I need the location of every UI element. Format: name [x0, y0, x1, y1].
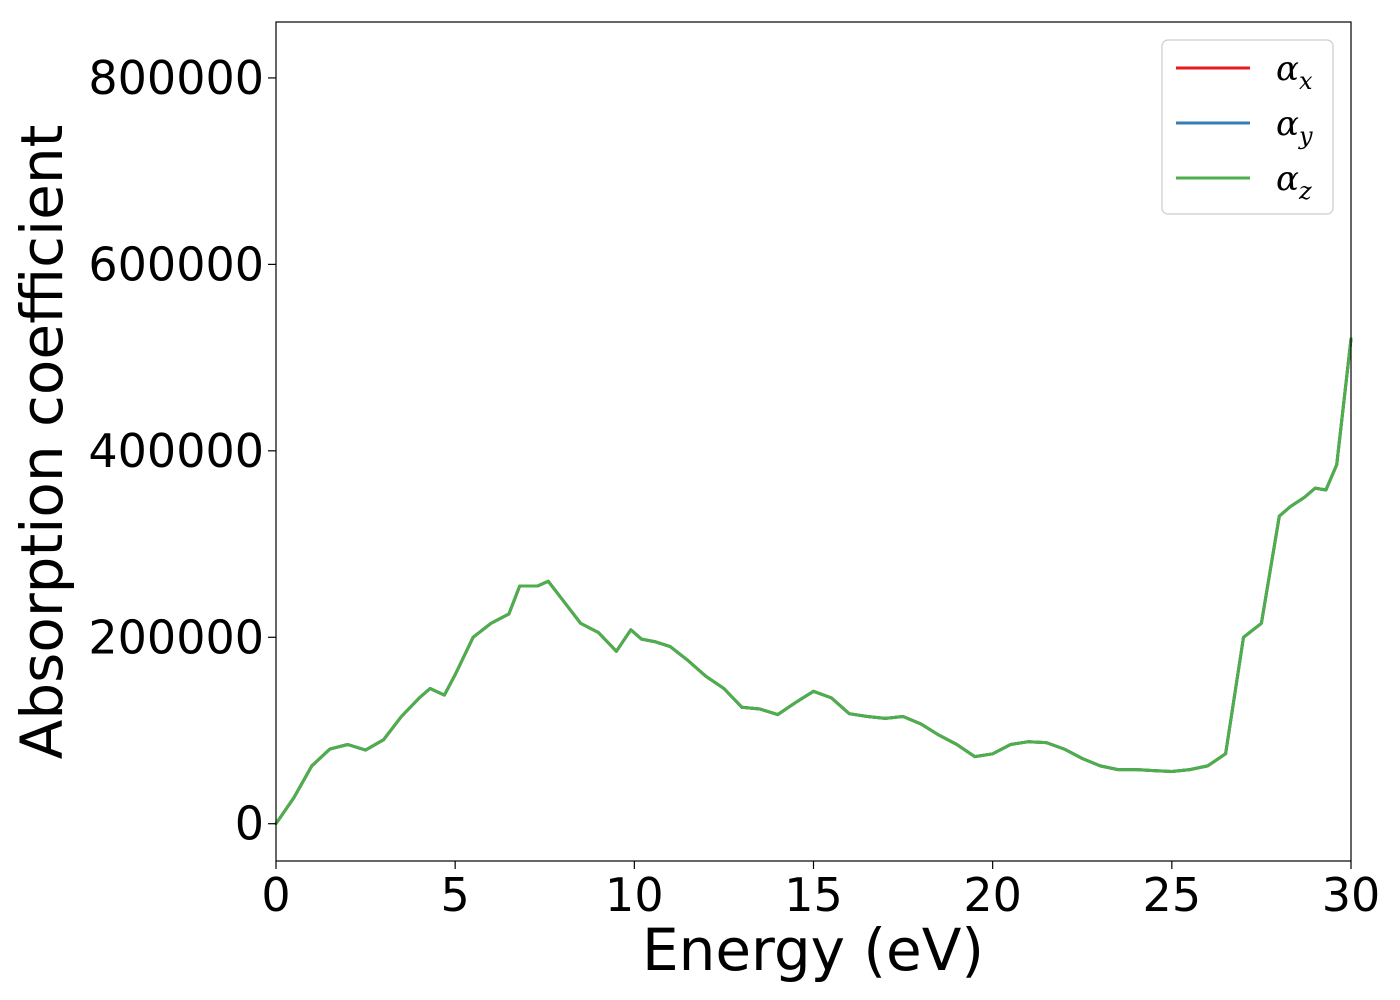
y-axis: 0 200000 400000 600000 800000	[88, 51, 276, 851]
legend-box	[1161, 39, 1334, 215]
legend: αx αy αz	[1161, 39, 1334, 215]
x-tick-label: 30	[1322, 868, 1381, 922]
x-tick-label: 10	[605, 868, 664, 922]
x-axis-label: Energy (eV)	[642, 916, 984, 984]
y-axis-label: Absorption coefficient	[8, 125, 76, 760]
y-tick-label: 400000	[88, 424, 264, 478]
x-axis: 0 5 10 15 20 25 30	[261, 861, 1380, 922]
legend-label-z: αz	[1276, 159, 1312, 205]
x-tick-label: 20	[963, 868, 1022, 922]
legend-label-x: αx	[1276, 49, 1313, 95]
x-tick-label: 5	[441, 868, 470, 922]
x-tick-label: 25	[1143, 868, 1202, 922]
x-tick-label: 15	[784, 868, 843, 922]
y-tick-label: 200000	[88, 610, 264, 664]
y-tick-label: 0	[235, 797, 264, 851]
y-tick-label: 600000	[88, 237, 264, 291]
legend-label-y: αy	[1276, 104, 1313, 150]
y-tick-label: 800000	[88, 51, 264, 105]
plot-lines	[274, 337, 1353, 826]
series-line-z	[274, 337, 1353, 826]
x-tick-label: 0	[261, 868, 290, 922]
